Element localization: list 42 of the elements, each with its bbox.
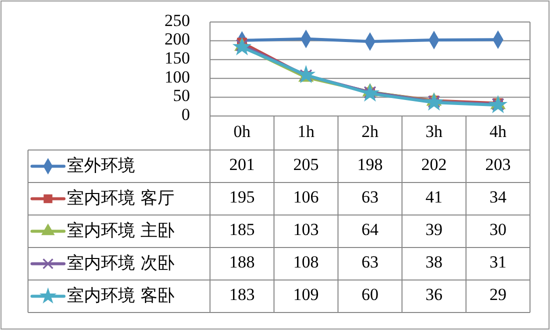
data-label: 198 <box>357 155 383 174</box>
data-label: 185 <box>229 220 255 240</box>
legend-label: 室内环境 客卧 <box>67 286 174 306</box>
legend-label: 室内环境 次卧 <box>67 253 174 274</box>
point <box>233 38 251 55</box>
data-label: 29 <box>490 285 506 304</box>
data-label: 60 <box>362 285 378 304</box>
y-tick-label: 200 <box>164 30 190 49</box>
y-tick-label: 150 <box>164 48 190 68</box>
y-tick-label: 50 <box>173 86 190 106</box>
data-label: 64 <box>362 220 379 240</box>
data-label: 39 <box>426 220 442 240</box>
x-tick-label: 1h <box>298 122 315 141</box>
data-label: 103 <box>293 220 319 240</box>
legend-label: 室内环境 客厅 <box>67 188 174 208</box>
data-label: 109 <box>293 285 319 304</box>
data-label: 202 <box>421 155 447 174</box>
data-label: 201 <box>229 155 255 174</box>
data-label: 36 <box>426 285 442 304</box>
data-label: 41 <box>426 188 442 207</box>
data-label: 195 <box>229 188 255 207</box>
y-tick-label: 100 <box>164 67 190 86</box>
x-tick-label: 3h <box>426 122 443 141</box>
data-label: 63 <box>362 252 378 272</box>
data-label: 205 <box>293 155 319 174</box>
data-label: 30 <box>490 220 506 240</box>
data-label: 108 <box>293 252 319 272</box>
y-tick-label: 250 <box>164 10 190 30</box>
x-tick-label: 2h <box>362 122 379 141</box>
data-label: 31 <box>490 252 506 272</box>
legend-label: 室内环境 主卧 <box>67 220 174 241</box>
data-label: 38 <box>426 252 442 272</box>
data-label: 183 <box>229 285 255 304</box>
data-label: 203 <box>485 155 511 174</box>
y-tick-label: 0 <box>182 104 190 124</box>
data-label: 188 <box>229 252 255 272</box>
data-label: 106 <box>293 188 319 207</box>
data-label: 63 <box>362 188 378 207</box>
legend-label: 室外环境 <box>67 156 135 176</box>
x-tick-label: 0h <box>234 122 251 141</box>
x-tick-label: 4h <box>490 122 507 141</box>
data-label: 34 <box>490 188 507 207</box>
